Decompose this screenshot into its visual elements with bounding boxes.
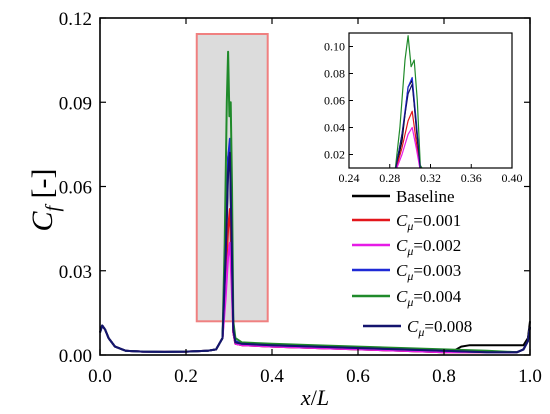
y-tick-label: 0.03: [59, 262, 92, 283]
legend-label: Cμ=0.008: [407, 317, 472, 339]
x-axis-label: x/L: [300, 385, 329, 410]
inset-y-tick-label: 0.10: [324, 40, 345, 54]
legend-label: Cμ=0.001: [396, 211, 461, 233]
inset-x-tick-label: 0.28: [379, 171, 400, 185]
inset-x-tick-label: 0.40: [502, 171, 523, 185]
x-tick-label: 0.2: [174, 366, 198, 387]
x-tick-label: 0.4: [260, 366, 284, 387]
inset-series-line-5: [395, 83, 421, 168]
inset-background: [349, 33, 512, 168]
inset-y-tick-label: 0.02: [324, 148, 345, 162]
inset-x-tick-label: 0.24: [339, 171, 360, 185]
inset-y-tick-label: 0.04: [324, 121, 345, 135]
legend: Baseline Cμ=0.001 Cμ=0.002 Cμ=0.003 Cμ=0.004…: [352, 187, 472, 339]
inset-y-tick-label: 0.06: [324, 94, 345, 108]
inset-series-line-2: [396, 126, 421, 168]
inset-series-line-4: [394, 35, 423, 168]
y-tick-label: 0.00: [59, 346, 92, 367]
y-tick-label: 0.12: [59, 9, 92, 30]
main-series-group: [99, 50, 531, 354]
inset-x-tick-label: 0.36: [461, 171, 482, 185]
series-line-5: [99, 151, 531, 354]
x-tick-label: 0.8: [432, 366, 456, 387]
legend-label: Cμ=0.004: [396, 287, 462, 309]
x-tick-label: 1.0: [518, 366, 542, 387]
main-ticks-group: 0.0 0.2 0.4 0.6 0.8 1.0 0.00 0.03 0.06 0.09 0.12: [59, 9, 542, 387]
inset-series-line-1: [395, 110, 421, 168]
x-tick-label: 0.0: [88, 366, 112, 387]
inset-y-tick-label: 0.08: [324, 67, 345, 81]
legend-label: Cμ=0.003: [396, 261, 461, 283]
inset-series-group: [394, 35, 423, 168]
x-tick-label: 0.6: [346, 366, 370, 387]
y-axis-label: Cf [-]: [26, 168, 64, 231]
legend-label: Baseline: [396, 187, 455, 206]
inset-zoom: 0.24 0.28 0.32 0.36 0.40 0.02 0.04 0.06 0.08 0.10: [324, 32, 523, 186]
y-tick-label: 0.06: [59, 178, 92, 199]
inset-ticks-group: 0.24 0.28 0.32 0.36 0.40 0.02 0.04 0.06 0.08 0.10: [324, 40, 523, 186]
y-tick-label: 0.09: [59, 93, 92, 114]
inset-x-tick-label: 0.32: [420, 171, 441, 185]
inset-series-line-3: [395, 76, 422, 168]
legend-label: Cμ=0.002: [396, 236, 461, 258]
